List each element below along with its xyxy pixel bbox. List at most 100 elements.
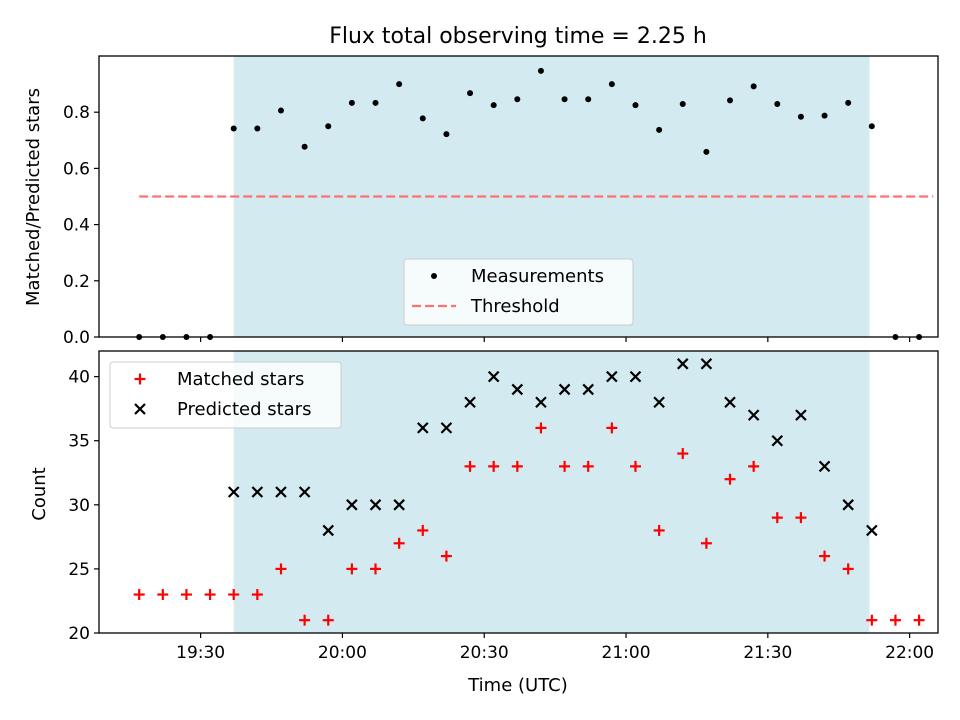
panel-ratio: 0.0 0.2 0.4 0.6 0.8 Measurements Threshold xyxy=(63,55,939,348)
y-tick-label: 0.6 xyxy=(63,159,90,179)
point-x-22 xyxy=(747,409,760,421)
point-dot-18 xyxy=(561,96,568,103)
point-dot-14 xyxy=(467,90,474,97)
point-x-21 xyxy=(724,396,736,409)
legend-marker-plus xyxy=(134,373,146,385)
point-plus-31 xyxy=(866,614,878,626)
point-x-2 xyxy=(275,486,287,498)
point-x-23 xyxy=(771,434,784,447)
point-x-12-b xyxy=(511,383,524,396)
point-plus-17 xyxy=(535,422,547,434)
x-tick-label: 21:00 xyxy=(602,643,651,663)
point-dot-22 xyxy=(656,126,663,133)
point-x-17 xyxy=(629,370,642,383)
y-tick-label: 40 xyxy=(68,368,90,388)
x-tick-label: 22:00 xyxy=(885,643,934,663)
point-x-4 xyxy=(322,524,335,537)
point-x-20 xyxy=(700,358,713,370)
legend-marker-x-b xyxy=(134,403,146,415)
point-plus-5 xyxy=(251,589,263,601)
point-dot-29 xyxy=(821,112,828,119)
point-x-24 xyxy=(795,409,807,421)
point-x-26 xyxy=(842,499,854,511)
point-x-5-b xyxy=(346,499,358,511)
point-x-15-b xyxy=(582,383,594,396)
point-dot-12 xyxy=(419,115,426,122)
point-dot-4 xyxy=(230,125,237,132)
point-x-10 xyxy=(464,396,476,409)
point-plus-21 xyxy=(629,460,641,472)
point-plus-29 xyxy=(819,550,831,562)
point-dot-25 xyxy=(727,97,734,104)
point-dot-16 xyxy=(514,96,521,103)
x-tick-label: 19:30 xyxy=(176,643,225,663)
bottom-y-axis-label: Count xyxy=(29,467,50,520)
point-x-13 xyxy=(535,396,547,409)
point-x-3 xyxy=(298,486,311,498)
point-dot-26 xyxy=(750,83,757,90)
point-plus-30 xyxy=(842,563,854,575)
point-plus-24 xyxy=(700,537,712,549)
y-tick-label: 0.0 xyxy=(63,328,90,348)
legend-label: Matched stars xyxy=(177,369,304,390)
point-dot-31 xyxy=(868,123,875,130)
point-x-4-b xyxy=(322,524,335,537)
point-x-25 xyxy=(818,460,831,473)
point-x-19-b xyxy=(676,358,689,370)
point-x-6-b xyxy=(369,499,382,511)
point-dot-13 xyxy=(443,131,450,138)
legend: Measurements Threshold xyxy=(403,258,634,326)
point-dot-30 xyxy=(845,99,852,106)
point-plus-32 xyxy=(889,614,901,626)
point-plus-20 xyxy=(606,422,618,434)
point-dot-23 xyxy=(679,101,686,108)
point-x-0 xyxy=(227,486,240,498)
point-plus-16 xyxy=(511,460,523,472)
y-tick-label: 0.4 xyxy=(63,216,90,236)
point-plus-14 xyxy=(464,460,476,472)
point-plus-8 xyxy=(322,614,334,626)
y-tick-label: 20 xyxy=(68,624,90,644)
point-x-24-b xyxy=(795,409,807,421)
point-plus-4 xyxy=(228,589,240,601)
point-x-25-b xyxy=(818,460,831,473)
y-tick-label: 30 xyxy=(68,496,90,516)
legend-label: Predicted stars xyxy=(177,399,311,420)
legend-label: Threshold xyxy=(470,296,560,317)
point-plus-11 xyxy=(393,537,405,549)
point-dot-10 xyxy=(372,99,379,106)
point-x-5 xyxy=(346,499,358,511)
point-x-2-b xyxy=(275,486,287,498)
point-x-18 xyxy=(653,396,665,409)
point-plus-13 xyxy=(440,550,452,562)
x-tick-label: 21:30 xyxy=(743,643,792,663)
point-x-11-b xyxy=(487,370,500,383)
y-tick-label: 35 xyxy=(68,432,90,452)
point-x-12 xyxy=(511,383,524,396)
point-dot-11 xyxy=(396,81,403,88)
point-dot-21 xyxy=(632,102,639,109)
point-x-0-b xyxy=(227,486,240,498)
point-x-27-b xyxy=(866,524,878,537)
point-x-1 xyxy=(251,486,264,498)
point-dot-6 xyxy=(277,107,284,114)
point-dot-28 xyxy=(797,113,804,120)
point-x-6 xyxy=(369,499,382,511)
point-plus-27 xyxy=(771,512,783,524)
point-dot-27 xyxy=(774,101,781,108)
point-x-13-b xyxy=(535,396,547,409)
point-x-19 xyxy=(676,358,689,370)
point-plus-28 xyxy=(795,512,807,524)
point-plus-9 xyxy=(346,563,358,575)
y-tick-label: 0.2 xyxy=(63,272,90,292)
point-plus-10 xyxy=(370,563,382,575)
legend: Matched stars Predicted stars xyxy=(109,361,342,429)
legend-box xyxy=(403,258,634,326)
panel-counts: 20 25 30 35 40 19:30 20:00 20:30 21:00 21:30 22:00… xyxy=(68,350,939,663)
point-dot-8 xyxy=(325,123,332,130)
x-axis-label: Time (UTC) xyxy=(467,675,568,696)
point-x-10-b xyxy=(464,396,476,409)
point-x-9 xyxy=(440,422,453,434)
point-dot-17 xyxy=(537,67,544,74)
